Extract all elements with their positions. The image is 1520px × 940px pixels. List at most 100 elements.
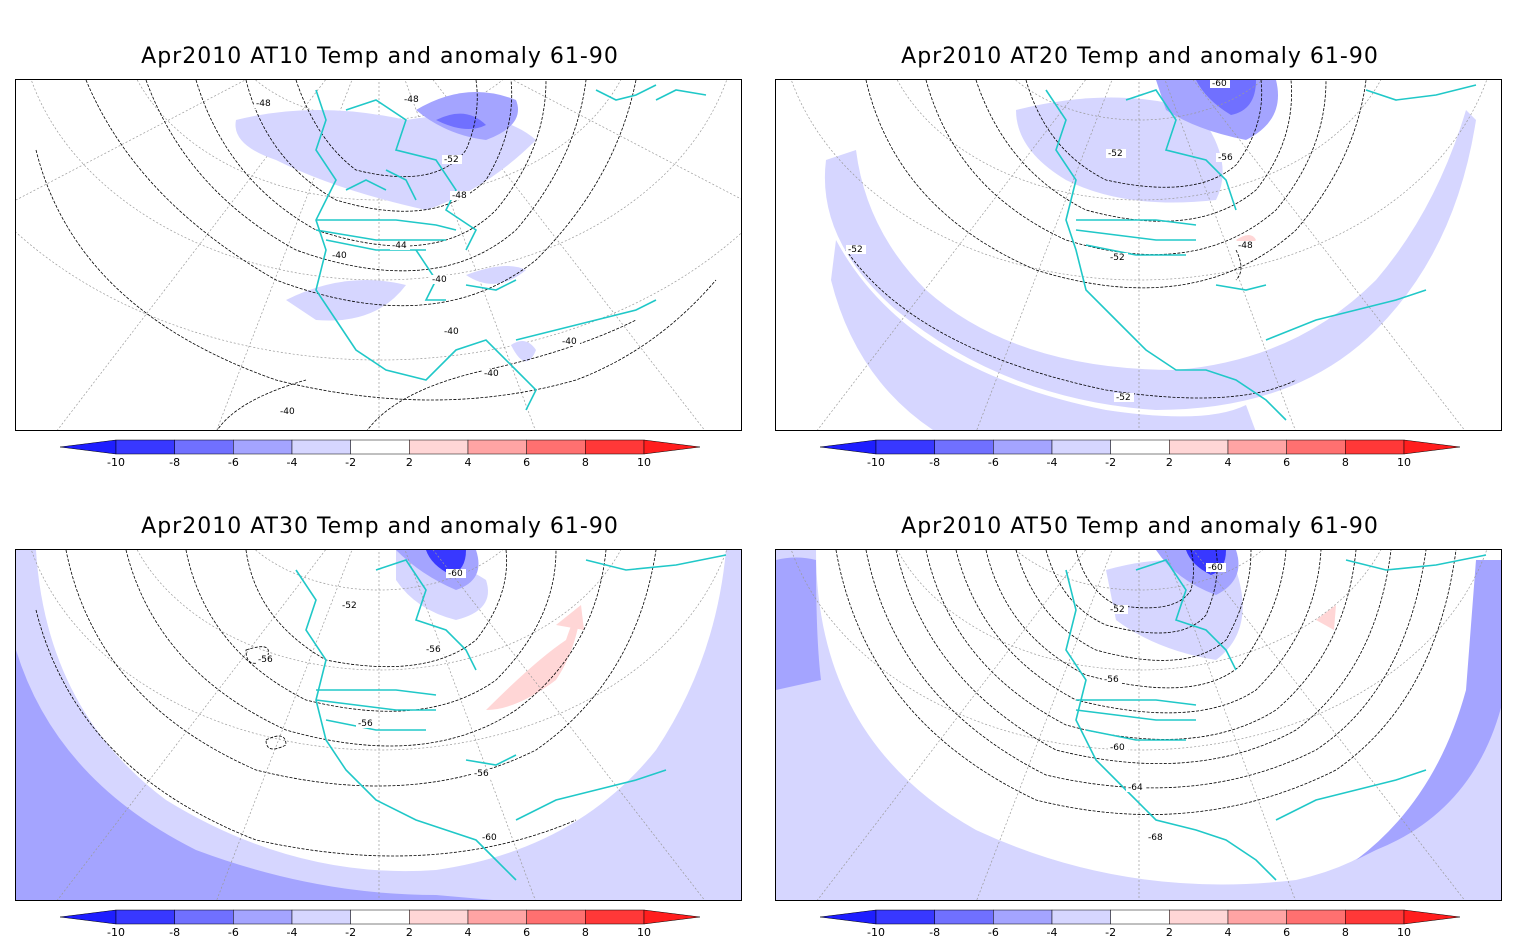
colorbar-tick-label: -8 xyxy=(169,926,180,939)
map-frame: -60 -52 -56 -52 -52 -48 -52 xyxy=(775,79,1502,431)
contour-label: -60 xyxy=(1208,563,1223,573)
colorbar-tick-label: 2 xyxy=(406,456,413,469)
colorbar-tick-label: -10 xyxy=(867,926,885,939)
colorbar-tick-label: 10 xyxy=(1397,926,1411,939)
colorbar-tick-label: -4 xyxy=(1047,926,1058,939)
graticule xyxy=(30,550,728,900)
colorbar-segment xyxy=(1169,439,1229,455)
colorbar-segment xyxy=(1345,909,1405,925)
colorbar-segment xyxy=(1169,909,1229,925)
colorbar-tick-label: -6 xyxy=(228,456,239,469)
colorbar-tick-label: 4 xyxy=(465,926,472,939)
colorbar: -10 -8 -6 -4 -2 2 4 6 8 10 xyxy=(59,909,701,939)
colorbar-segment xyxy=(1403,909,1461,925)
contour-label: -52 xyxy=(848,245,863,255)
colorbar-tick-label: 6 xyxy=(1283,926,1290,939)
colorbar-segment xyxy=(934,909,994,925)
colorbar-segment xyxy=(291,439,351,455)
colorbar-tick-label: -2 xyxy=(1105,926,1116,939)
colorbar-segment xyxy=(1110,439,1170,455)
map-frame: -48 -48 -52 -48 -44 -40 -40 -40 -40 -40 … xyxy=(15,79,742,431)
contour-label: -40 xyxy=(562,337,577,347)
colorbar-segment xyxy=(115,909,175,925)
colorbar: -10 -8 -6 -4 -2 2 4 6 8 10 xyxy=(819,909,1461,939)
colorbar-segment xyxy=(350,909,410,925)
colorbar-tick-label: 2 xyxy=(1166,926,1173,939)
colorbar-segment xyxy=(291,909,351,925)
panel-at50: Apr2010 AT50 Temp and anomaly 61-90 xyxy=(760,470,1520,940)
panel-title: Apr2010 AT30 Temp and anomaly 61-90 xyxy=(141,514,619,539)
contour-label: -40 xyxy=(432,275,447,285)
panel-title: Apr2010 AT50 Temp and anomaly 61-90 xyxy=(901,514,1379,539)
map-frame: -60 -52 -56 -60 -64 -68 xyxy=(775,549,1502,901)
colorbar-segment xyxy=(526,909,586,925)
coastline xyxy=(315,84,707,411)
contour-label: -68 xyxy=(1148,833,1163,843)
colorbar-tick-label: -2 xyxy=(345,926,356,939)
contour-label: -40 xyxy=(484,369,499,379)
panel-title: Apr2010 AT10 Temp and anomaly 61-90 xyxy=(141,44,619,69)
colorbar-segment xyxy=(1345,439,1405,455)
temperature-contours xyxy=(845,80,1367,399)
map-canvas: -60 -52 -56 -60 -64 -68 xyxy=(776,550,1501,900)
contour-label: -56 xyxy=(358,719,373,729)
colorbar-tick-label: 8 xyxy=(1342,926,1349,939)
colorbar-tick-label: -8 xyxy=(169,456,180,469)
colorbar-segment xyxy=(643,909,701,925)
colorbar-tick-label: 10 xyxy=(637,456,651,469)
colorbar-tick-label: 6 xyxy=(1283,456,1290,469)
contour-label: -60 xyxy=(1212,80,1227,89)
colorbar-segment xyxy=(174,439,234,455)
colorbar-segment xyxy=(233,909,293,925)
anomaly-shading xyxy=(16,550,741,900)
colorbar: -10 -8 -6 -4 -2 2 4 6 8 10 xyxy=(819,439,1461,469)
contour-labels: -60 -52 -56 -52 -52 -48 -52 xyxy=(846,80,1256,403)
colorbar-tick-label: -2 xyxy=(345,456,356,469)
colorbar-tick-label: -4 xyxy=(287,456,298,469)
colorbar-segment xyxy=(585,439,645,455)
colorbar-tick-label: -4 xyxy=(1047,456,1058,469)
colorbar-tick-label: -8 xyxy=(929,456,940,469)
colorbar-segment xyxy=(875,439,935,455)
contour-label: -52 xyxy=(1108,149,1123,159)
colorbar-tick-label: 8 xyxy=(1342,456,1349,469)
colorbar-tick-label: 4 xyxy=(1225,456,1232,469)
colorbar-segment xyxy=(643,439,701,455)
contour-label: -52 xyxy=(1110,253,1125,263)
colorbar-segment xyxy=(1286,909,1346,925)
contour-label: -56 xyxy=(1104,675,1119,685)
colorbar-segment xyxy=(350,439,410,455)
colorbar-segment xyxy=(1051,909,1111,925)
colorbar-tick-label: -10 xyxy=(867,456,885,469)
colorbar-tick-label: -6 xyxy=(228,926,239,939)
graticule xyxy=(790,550,1488,900)
coastline xyxy=(1045,84,1477,421)
colorbar-segment xyxy=(233,439,293,455)
colorbar-tick-label: 10 xyxy=(637,926,651,939)
colorbar-tick-label: 8 xyxy=(582,456,589,469)
panel-at30: Apr2010 AT30 Temp and anomaly 61-90 xyxy=(0,470,760,940)
contour-label: -64 xyxy=(1128,783,1143,793)
contour-label: -40 xyxy=(280,407,295,417)
colorbar-segment xyxy=(819,439,877,455)
coastline xyxy=(1065,554,1487,881)
colorbar-segment xyxy=(409,439,469,455)
graticule xyxy=(790,80,1488,430)
anomaly-shading xyxy=(776,550,1501,900)
contour-label: -60 xyxy=(448,569,463,579)
panel-at20: Apr2010 AT20 Temp and anomaly 61-90 xyxy=(760,0,1520,470)
colorbar-tick-label: 6 xyxy=(523,456,530,469)
colorbar: -10 -8 -6 -4 -2 2 4 6 8 10 xyxy=(59,439,701,469)
panel-title: Apr2010 AT20 Temp and anomaly 61-90 xyxy=(901,44,1379,69)
colorbar-tick-label: -10 xyxy=(107,926,125,939)
coastline xyxy=(295,554,727,881)
contour-label: -52 xyxy=(1110,605,1125,615)
colorbar-segment xyxy=(1051,439,1111,455)
colorbar-tick-label: 8 xyxy=(582,926,589,939)
colorbar-segment xyxy=(409,909,469,925)
colorbar-segment xyxy=(585,909,645,925)
colorbar-segment xyxy=(115,439,175,455)
colorbar-tick-label: 10 xyxy=(1397,456,1411,469)
contour-label: -60 xyxy=(482,833,497,843)
contour-label: -40 xyxy=(332,251,347,261)
